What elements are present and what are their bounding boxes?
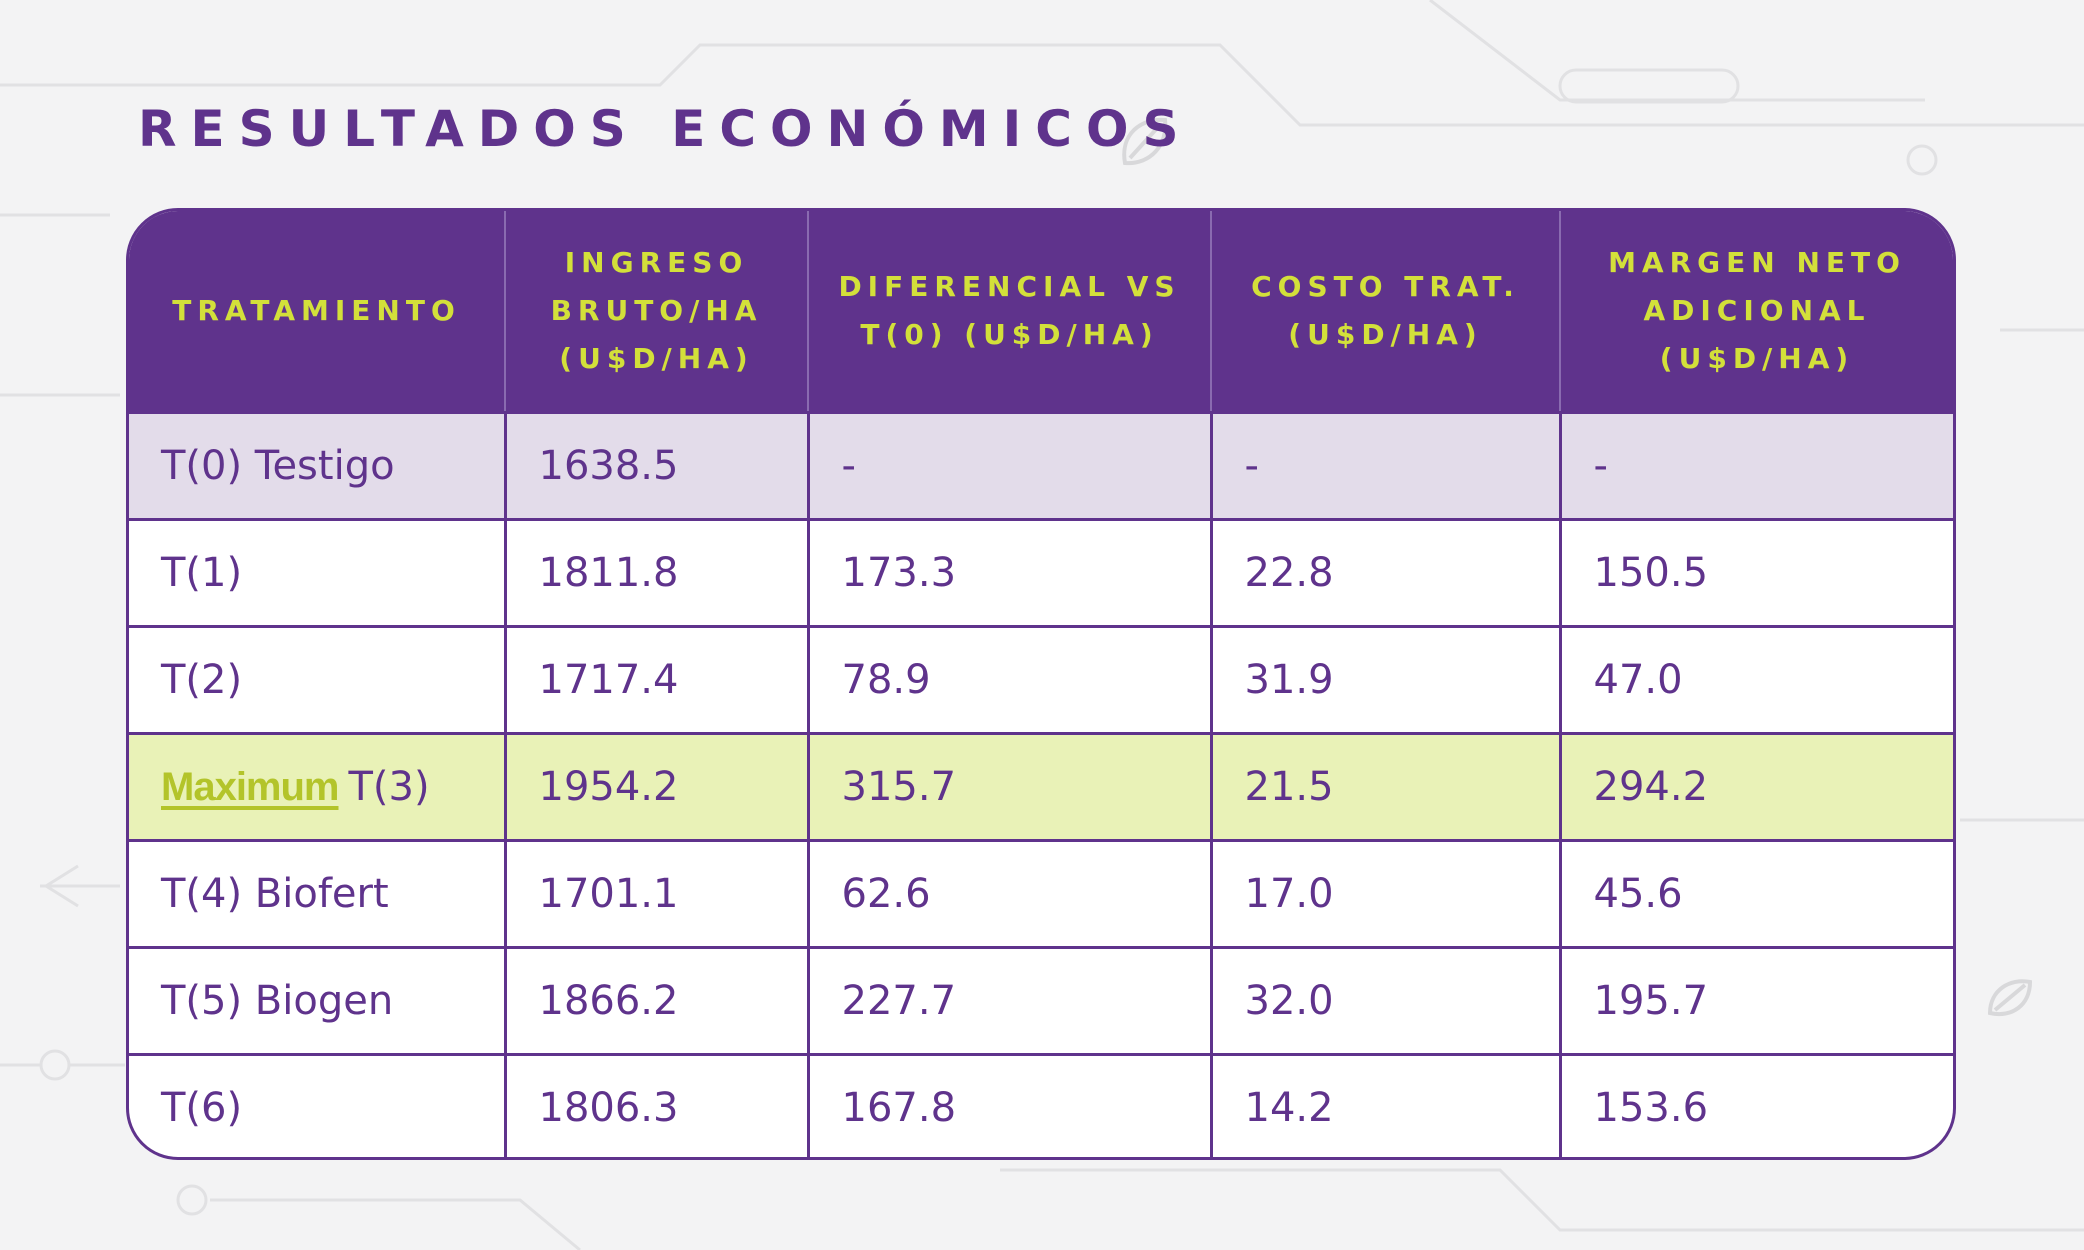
header-diferencial: DIFERENCIAL VS T(0) (U$D/HA): [808, 211, 1212, 413]
cell-ingreso: 1717.4: [505, 625, 810, 734]
header-margen-neto: MARGEN NETO ADICIONAL (U$D/HA): [1560, 211, 1953, 413]
cell-tratamiento: T(4) Biofert: [129, 839, 507, 948]
cell-costo: 14.2: [1211, 1053, 1562, 1157]
cell-costo: 32.0: [1211, 946, 1562, 1055]
cell-tratamiento: T(2): [129, 625, 507, 734]
header-costo-trat: COSTO TRAT. (U$D/HA): [1211, 211, 1561, 413]
header-ingreso-bruto: INGRESO BRUTO/HA (U$D/HA): [505, 211, 809, 413]
cell-tratamiento: T(1): [129, 518, 507, 627]
table-row: T(2) 1717.4 78.9 31.9 47.0: [129, 625, 1953, 734]
cell-margen: 195.7: [1560, 946, 1953, 1055]
cell-diferencial: 167.8: [808, 1053, 1213, 1157]
table-row: T(4) Biofert 1701.1 62.6 17.0 45.6: [129, 839, 1953, 948]
cell-margen: 153.6: [1560, 1053, 1953, 1157]
cell-tratamiento-label: T(3): [348, 764, 430, 810]
cell-diferencial: 227.7: [808, 946, 1213, 1055]
cell-costo: 31.9: [1211, 625, 1562, 734]
cell-costo: 21.5: [1211, 732, 1562, 841]
cell-ingreso: 1806.3: [505, 1053, 810, 1157]
table-row: T(1) 1811.8 173.3 22.8 150.5: [129, 518, 1953, 627]
cell-tratamiento: T(5) Biogen: [129, 946, 507, 1055]
cell-diferencial: 315.7: [808, 732, 1213, 841]
cell-costo: 17.0: [1211, 839, 1562, 948]
cell-costo: 22.8: [1211, 518, 1562, 627]
table-row: T(6) 1806.3 167.8 14.2 153.6: [129, 1053, 1953, 1157]
cell-margen: 45.6: [1560, 839, 1953, 948]
cell-ingreso: 1638.5: [505, 411, 810, 520]
cell-costo: -: [1211, 411, 1562, 520]
leaf-icon: [1122, 117, 2033, 1017]
cell-diferencial: 62.6: [808, 839, 1213, 948]
header-tratamiento: TRATAMIENTO: [129, 211, 506, 413]
results-table: TRATAMIENTO INGRESO BRUTO/HA (U$D/HA) DI…: [126, 208, 1956, 1160]
cell-margen: 150.5: [1560, 518, 1953, 627]
page-title: RESULTADOS ECONÓMICOS: [138, 100, 1193, 158]
cell-ingreso: 1866.2: [505, 946, 810, 1055]
cell-diferencial: 78.9: [808, 625, 1213, 734]
table-row: T(0) Testigo 1638.5 - - -: [129, 411, 1953, 520]
cell-ingreso: 1811.8: [505, 518, 810, 627]
table-row-highlighted: Maximum T(3) 1954.2 315.7 21.5 294.2: [129, 732, 1953, 841]
cell-tratamiento: T(6): [129, 1053, 507, 1157]
cell-diferencial: -: [808, 411, 1213, 520]
cell-tratamiento: Maximum T(3): [129, 732, 507, 841]
cell-margen: 47.0: [1560, 625, 1953, 734]
brand-name: Maximum: [161, 765, 339, 809]
cell-ingreso: 1701.1: [505, 839, 810, 948]
table-row: T(5) Biogen 1866.2 227.7 32.0 195.7: [129, 946, 1953, 1055]
cell-margen: 294.2: [1560, 732, 1953, 841]
cell-diferencial: 173.3: [808, 518, 1213, 627]
cell-ingreso: 1954.2: [505, 732, 810, 841]
table-header-row: TRATAMIENTO INGRESO BRUTO/HA (U$D/HA) DI…: [129, 211, 1953, 413]
cell-tratamiento: T(0) Testigo: [129, 411, 507, 520]
cell-margen: -: [1560, 411, 1953, 520]
